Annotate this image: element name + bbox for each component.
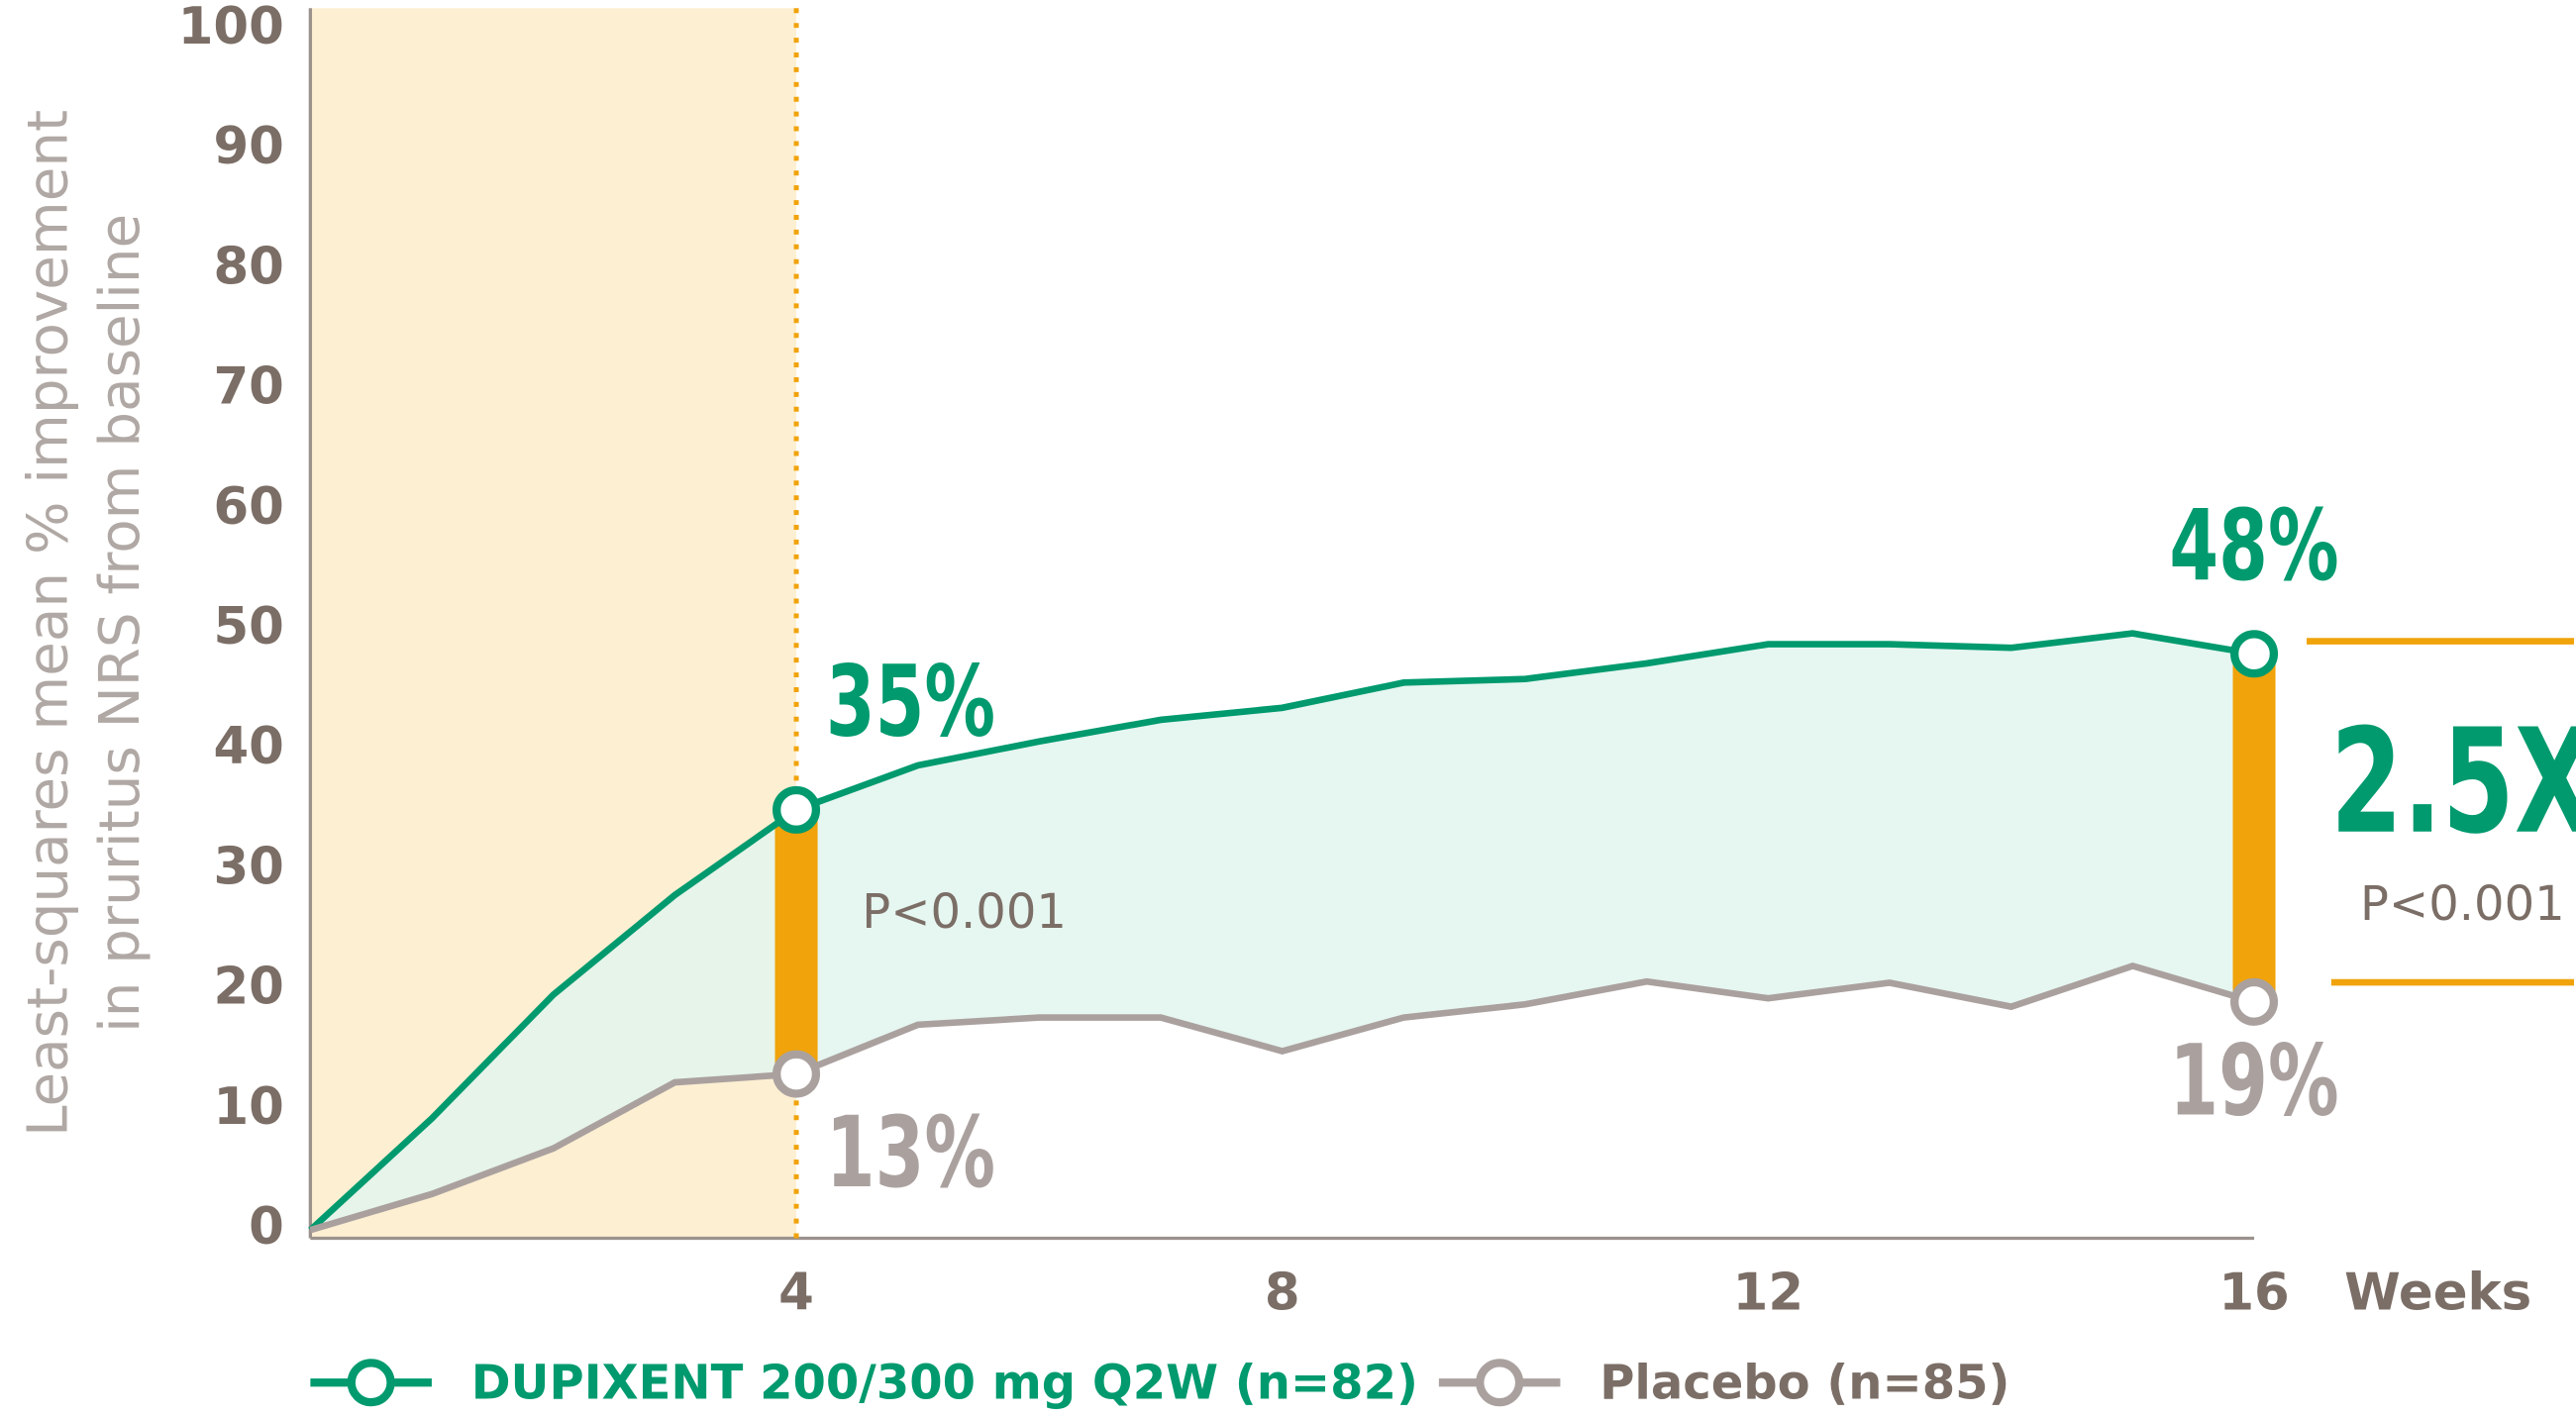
- legend-marker: [347, 1359, 395, 1407]
- y-tick-label: 80: [213, 237, 283, 296]
- difference-bar: [2232, 654, 2276, 1002]
- legend-label: Placebo (n=85): [1599, 1356, 2009, 1411]
- gap-area: [310, 633, 2255, 1231]
- x-tick-label: 4: [778, 1263, 814, 1322]
- y-tick-label: 40: [213, 717, 283, 776]
- point-marker: [2230, 630, 2279, 678]
- y-tick-label: 50: [213, 597, 283, 657]
- x-tick-label: 12: [1733, 1263, 1803, 1322]
- series-line: [308, 630, 2255, 1233]
- p-value: P<0.001: [862, 884, 1067, 940]
- x-tick-label: 16: [2218, 1263, 2289, 1322]
- series-line: [309, 962, 2255, 1234]
- y-axis-label: Least-squares mean % improvement in prur…: [16, 110, 153, 1137]
- y-tick-label: 100: [178, 0, 284, 56]
- p-value: P<0.001: [2360, 876, 2565, 932]
- point-marker: [773, 1050, 821, 1098]
- y-tick-label: 0: [249, 1197, 284, 1257]
- legend-marker: [1476, 1359, 1524, 1407]
- y-tick-label: 10: [213, 1077, 283, 1137]
- value-label: 13%: [826, 1096, 995, 1210]
- ratio-label: 2.5X: [2330, 697, 2576, 865]
- point-marker: [2230, 977, 2279, 1026]
- value-label: 19%: [2169, 1025, 2338, 1139]
- y-axis-label-line: Least-squares mean % improvement: [16, 110, 80, 1137]
- y-axis-label-line: in pruritus NRS from baseline: [88, 214, 153, 1033]
- y-tick-label: 20: [213, 958, 283, 1017]
- value-label: 48%: [2169, 489, 2338, 603]
- difference-bar: [774, 809, 818, 1074]
- y-tick-label: 90: [213, 117, 283, 176]
- y-tick-label: 30: [213, 837, 283, 896]
- legend-label: DUPIXENT 200/300 mg Q2W (n=82): [471, 1356, 1418, 1411]
- point-marker: [773, 785, 821, 834]
- y-tick-label: 60: [213, 477, 283, 537]
- value-label: 35%: [826, 646, 995, 759]
- y-tick-label: 70: [213, 357, 283, 417]
- x-tick-label: 8: [1265, 1263, 1300, 1322]
- x-axis-label: Weeks: [2344, 1263, 2531, 1322]
